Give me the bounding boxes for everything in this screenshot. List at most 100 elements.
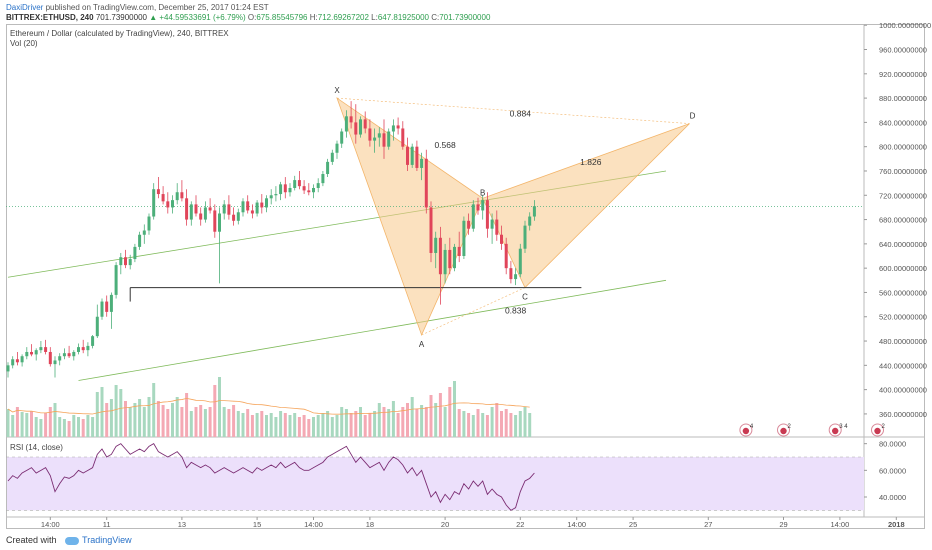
candle-body [142, 230, 146, 235]
volume-bar [316, 415, 320, 437]
candle-body [260, 202, 264, 208]
volume-bar [236, 411, 240, 437]
volume-bar [95, 392, 99, 437]
volume-bar [44, 413, 48, 437]
volume-bar [438, 393, 442, 437]
time-tick-label: 22 [516, 520, 524, 529]
candle-body [528, 216, 532, 226]
candle-body [203, 207, 207, 220]
volume-bar [481, 413, 485, 437]
candle-body [457, 246, 461, 257]
chart-frame [6, 24, 925, 529]
candle-body [171, 200, 174, 208]
candle-body [152, 189, 156, 217]
volume-bar [67, 421, 71, 437]
candle-body [424, 158, 428, 208]
price-tick-label: 880.00000000 [879, 94, 927, 103]
candle-body [448, 249, 452, 269]
candle-body [185, 198, 189, 220]
volume-bar [48, 407, 52, 437]
price-tick-label: 640.00000000 [879, 240, 927, 249]
pattern-ac-line [421, 287, 526, 336]
time-tick-label: 27 [704, 520, 712, 529]
open-value: 675.85545796 [256, 13, 308, 22]
price-tick-label: 600.00000000 [879, 264, 927, 273]
pattern-point-X: X [334, 86, 340, 95]
candle-body [62, 353, 66, 357]
price-tick-label: 1000.00000000 [879, 21, 931, 30]
candle-body [194, 204, 198, 214]
volume-bar [349, 413, 353, 437]
pattern-xab-triangle [336, 97, 484, 337]
volume-bar [185, 393, 189, 437]
volume-bar [166, 409, 170, 437]
volume-bar [429, 395, 433, 437]
time-tick-label: 2018 [888, 520, 905, 529]
volume-bar [53, 403, 57, 437]
volume-bar [213, 385, 217, 437]
candle-body [302, 186, 306, 191]
candle-body [166, 201, 170, 208]
candle-body [6, 365, 10, 372]
volume-bar [462, 411, 466, 437]
author-link[interactable]: DaxiDriver [6, 3, 44, 12]
volume-bar [147, 397, 151, 437]
volume-bar [6, 409, 10, 437]
candle-body [175, 192, 179, 201]
rsi-band [7, 457, 864, 511]
volume-bar [457, 409, 461, 437]
volume-bar [279, 411, 283, 437]
volume-bar [128, 407, 132, 437]
candle-body [293, 180, 297, 188]
volume-bar [246, 409, 250, 437]
candle-body [44, 347, 48, 352]
candle-body [443, 249, 447, 275]
candle-body [387, 131, 391, 147]
candle-body [11, 359, 15, 366]
pattern-bcd-triangle [482, 123, 690, 289]
candle-body [462, 220, 466, 257]
candle-body [279, 184, 283, 195]
volume-bar [62, 419, 66, 437]
candle-body [114, 265, 118, 295]
candle-body [53, 360, 57, 365]
candle-body [312, 187, 315, 193]
candle-body [429, 207, 433, 253]
volume-bar [523, 407, 527, 437]
tradingview-brand[interactable]: TradingView [82, 535, 132, 545]
volume-bar [119, 389, 123, 437]
candle-body [363, 119, 367, 129]
volume-bar [518, 411, 522, 437]
time-tick-label: 11 [103, 520, 111, 529]
pattern-point-D: D [690, 112, 696, 121]
volume-bar [406, 403, 409, 437]
volume-bar [199, 405, 203, 437]
volume-bar [490, 407, 494, 437]
fib-ratio-label: 0.884 [510, 108, 532, 118]
volume-bar [152, 383, 156, 437]
pattern-xd-line [336, 97, 690, 124]
candle-body [189, 204, 193, 220]
time-tick-label: 20 [441, 520, 449, 529]
volume-bar [335, 415, 339, 437]
candle-body [250, 210, 254, 214]
candle-body [227, 204, 231, 215]
candle-body [180, 192, 184, 199]
candle-body [340, 131, 344, 144]
candle-body [373, 137, 377, 141]
candle-body [514, 274, 518, 280]
candle-body [91, 336, 95, 346]
volume-bar [20, 412, 24, 437]
candle-body [241, 201, 245, 213]
candle-body [20, 356, 24, 363]
candle-body [359, 119, 362, 135]
candle-body [335, 143, 339, 153]
candle-body [67, 353, 71, 357]
candle-body [354, 122, 358, 135]
candle-body [95, 316, 99, 337]
volume-bar [241, 413, 245, 437]
volume-bar [396, 413, 400, 437]
candle-body [481, 200, 485, 211]
symbol-line: BITTREX:ETHUSD, 240 701.73900000 ▲ +44.5… [6, 13, 490, 22]
